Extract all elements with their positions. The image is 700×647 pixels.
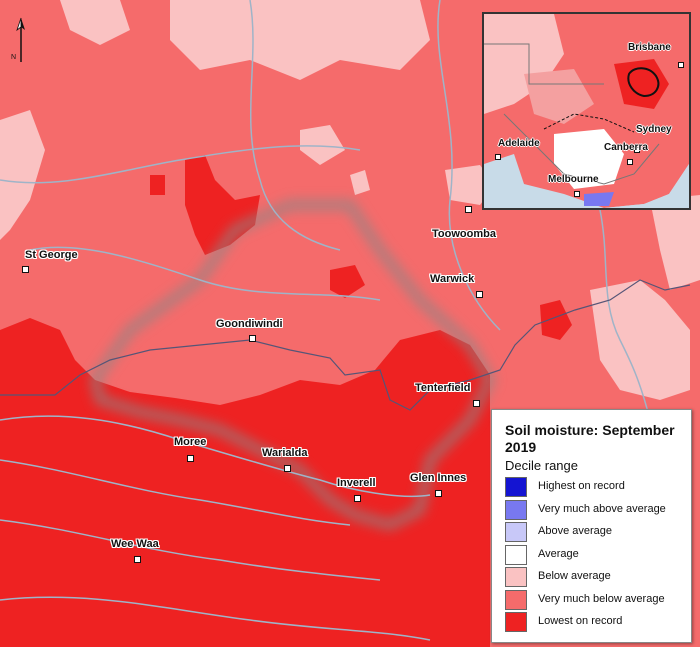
- legend-label: Below average: [538, 570, 611, 582]
- town-marker: [465, 206, 472, 213]
- town-marker: [354, 495, 361, 502]
- legend-item: Below average: [505, 567, 689, 587]
- town-marker: [134, 556, 141, 563]
- legend-label: Very much below average: [538, 592, 665, 605]
- north-label: N: [11, 54, 17, 61]
- legend-swatch: [505, 477, 527, 497]
- legend-swatch: [505, 522, 527, 542]
- north-arrow-icon: N: [11, 16, 31, 64]
- region-below-average: [0, 0, 700, 400]
- legend-item: Very much above average: [505, 499, 689, 520]
- town-label-tenterfield: Tenterfield: [415, 382, 471, 394]
- inset-city-adelaide: Adelaide: [498, 138, 540, 149]
- legend-subtitle: Decile range: [505, 458, 578, 473]
- town-label-inverell: Inverell: [337, 477, 376, 489]
- inset-city-brisbane: Brisbane: [628, 42, 671, 53]
- town-label-warialda: Warialda: [262, 447, 308, 459]
- town-label-glen-innes: Glen Innes: [410, 472, 467, 484]
- legend-label: Highest on record: [538, 480, 625, 492]
- legend-swatch: [505, 499, 527, 520]
- legend-item: Highest on record: [505, 477, 689, 497]
- legend-swatch: [505, 589, 527, 610]
- town-marker: [476, 291, 483, 298]
- inset-city-canberra: Canberra: [604, 142, 648, 153]
- inset-city-marker: [678, 62, 684, 68]
- town-label-st-george: St George: [25, 249, 78, 261]
- legend-title: Soil moisture: September 2019: [505, 422, 675, 455]
- town-label-goondiwindi: Goondiwindi: [216, 318, 283, 330]
- rivers: [0, 0, 651, 641]
- legend-swatch: [505, 612, 527, 632]
- legend-label: Lowest on record: [538, 615, 623, 627]
- legend-panel: Soil moisture: September 2019 Decile ran…: [491, 409, 692, 643]
- legend-swatch: [505, 544, 527, 565]
- state-border: [0, 279, 691, 411]
- inset-city-sydney: Sydney: [636, 124, 672, 135]
- inset-city-melbourne: Melbourne: [548, 174, 599, 185]
- legend-item: Very much below average: [505, 589, 689, 610]
- inset-city-marker: [574, 191, 580, 197]
- town-label-wee-waa: Wee Waa: [111, 538, 159, 550]
- town-marker: [22, 266, 29, 273]
- town-marker: [473, 400, 480, 407]
- legend-label: Very much above average: [538, 502, 666, 515]
- town-marker: [249, 335, 256, 342]
- study-region-halo: [89, 200, 496, 531]
- legend-label: Above average: [538, 525, 612, 537]
- inset-city-marker: [634, 147, 640, 153]
- inset-city-marker: [495, 154, 501, 160]
- legend-item: Above average: [505, 522, 689, 542]
- inset-canvas: [484, 14, 689, 208]
- town-marker: [435, 490, 442, 497]
- legend-swatch: [505, 567, 527, 587]
- town-label-toowoomba: Toowoomba: [432, 228, 496, 240]
- town-marker: [284, 465, 291, 472]
- legend-item: Average: [505, 544, 689, 565]
- inset-map: Brisbane Sydney Canberra Adelaide Melbou…: [482, 12, 691, 210]
- town-marker: [187, 455, 194, 462]
- legend-item: Lowest on record: [505, 612, 689, 632]
- region-lowest-on-record: [0, 155, 572, 647]
- legend-label: Average: [538, 547, 579, 560]
- town-label-warwick: Warwick: [430, 273, 475, 285]
- town-label-moree: Moree: [174, 436, 207, 448]
- inset-city-marker: [627, 159, 633, 165]
